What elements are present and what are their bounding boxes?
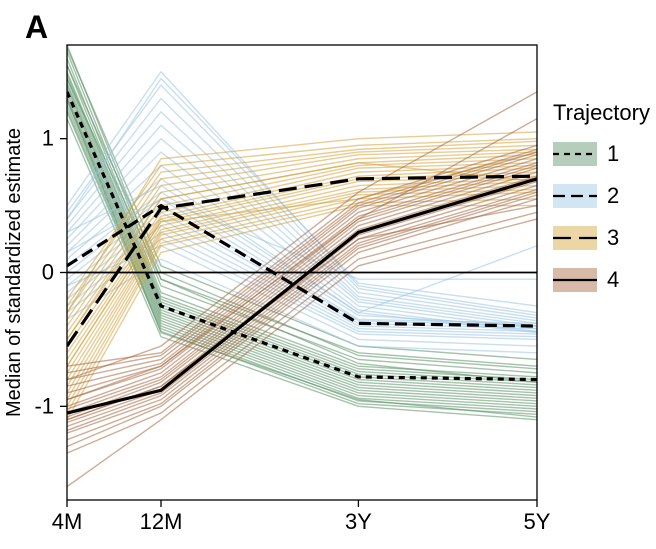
x-tick-label: 5Y [524, 509, 551, 534]
legend-label: 2 [607, 183, 619, 208]
chart-container: A-101Median of standardized estimate4M12… [0, 0, 656, 549]
chart-svg: A-101Median of standardized estimate4M12… [0, 0, 656, 549]
y-tick-label: 0 [42, 260, 54, 285]
legend-label: 4 [607, 267, 619, 292]
legend-title: Trajectory [553, 100, 650, 125]
panel-label: A [25, 9, 48, 45]
legend-label: 1 [607, 141, 619, 166]
x-tick-label: 12M [140, 509, 183, 534]
legend-label: 3 [607, 225, 619, 250]
y-tick-label: -1 [34, 393, 54, 418]
x-tick-label: 3Y [345, 509, 372, 534]
y-axis-title: Median of standardized estimate [3, 128, 25, 417]
x-tick-label: 4M [52, 509, 83, 534]
y-tick-label: 1 [42, 126, 54, 151]
plot-lines [67, 45, 537, 487]
